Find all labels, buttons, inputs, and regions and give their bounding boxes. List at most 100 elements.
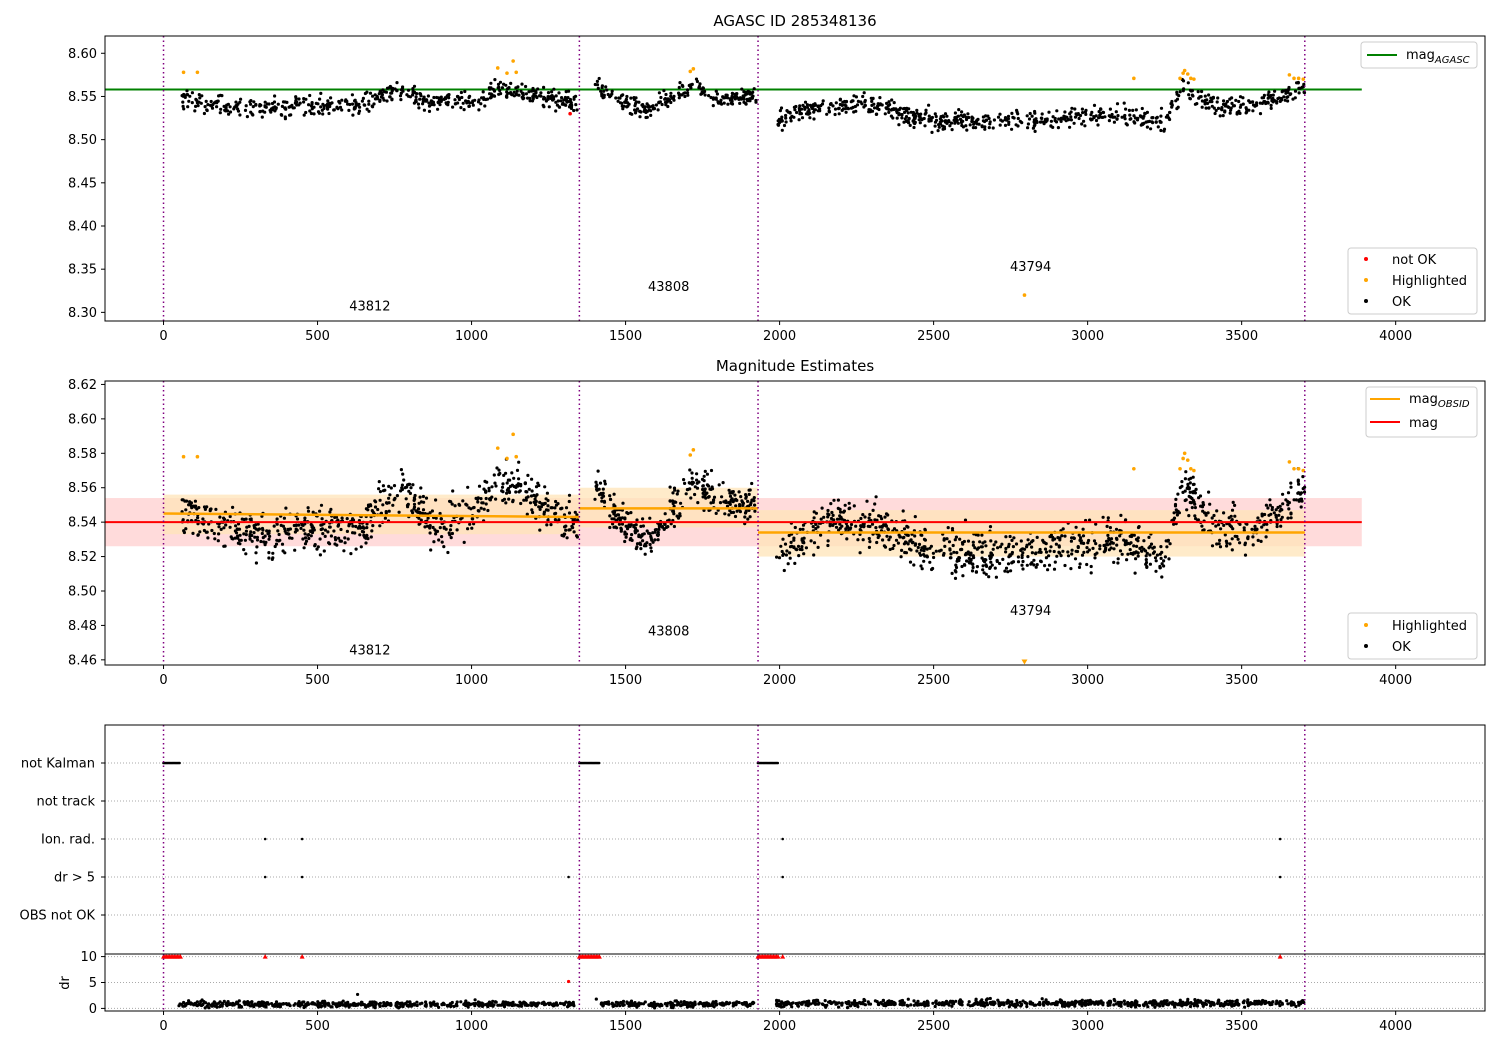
ok-point <box>530 508 534 512</box>
ok-point <box>318 1001 322 1006</box>
ok-point <box>1076 1000 1080 1004</box>
ok-point <box>781 537 785 541</box>
ok-point <box>1007 122 1011 126</box>
ok-point <box>1214 524 1218 528</box>
ok-point <box>1020 563 1024 567</box>
ok-point <box>559 507 563 511</box>
ok-point <box>203 105 207 109</box>
ok-point <box>1011 560 1016 564</box>
ok-point <box>599 89 603 93</box>
ok-point <box>567 511 572 515</box>
ok-point <box>190 91 194 95</box>
x-tick-label: 0 <box>159 329 167 344</box>
ok-point <box>234 100 238 104</box>
ok-point <box>1295 81 1299 85</box>
ok-point <box>1087 548 1091 552</box>
ok-point <box>625 1000 629 1004</box>
ok-point <box>378 524 382 528</box>
ok-point <box>534 485 539 489</box>
ok-point <box>449 524 453 528</box>
ok-point <box>828 524 832 528</box>
ok-point <box>1262 93 1266 97</box>
ok-point <box>448 499 452 503</box>
ok-point <box>1026 538 1030 542</box>
ok-point <box>423 525 427 529</box>
ok-point <box>803 100 808 104</box>
ok-point <box>655 1002 660 1007</box>
ok-point <box>796 1001 800 1005</box>
ok-point <box>988 996 992 1001</box>
ok-point <box>342 549 346 553</box>
ok-point <box>679 501 683 505</box>
ok-point <box>302 100 306 104</box>
ok-point <box>358 533 362 537</box>
ok-point <box>1057 550 1061 554</box>
ok-point <box>796 544 801 549</box>
ok-point <box>1038 547 1042 552</box>
ok-point <box>1171 1000 1175 1004</box>
ok-point <box>493 481 497 485</box>
ok-point <box>959 548 963 552</box>
ok-point <box>743 93 747 97</box>
ok-point <box>641 105 645 109</box>
ok-point <box>185 93 190 97</box>
ok-point <box>348 102 352 107</box>
ok-point <box>494 484 498 488</box>
ok-point <box>263 534 267 538</box>
ok-point <box>819 533 823 537</box>
ok-point <box>678 81 682 85</box>
obsid-label: 43808 <box>648 280 689 295</box>
ok-point <box>930 115 935 120</box>
ok-point <box>515 89 519 93</box>
ok-point <box>744 496 748 500</box>
ok-point <box>572 97 576 101</box>
ok-point <box>660 525 665 529</box>
ok-point <box>341 1003 345 1007</box>
ok-point <box>281 100 286 104</box>
ok-point <box>834 101 838 105</box>
ok-point <box>1133 121 1137 125</box>
ok-point <box>630 112 634 116</box>
ok-point <box>1032 120 1036 124</box>
ok-point <box>671 509 676 514</box>
ok-point <box>1212 106 1216 110</box>
ok-point <box>1221 1004 1226 1008</box>
ok-point <box>1046 568 1050 572</box>
ok-point <box>369 535 373 539</box>
ok-point <box>1080 107 1084 111</box>
ok-point <box>499 1003 503 1007</box>
ok-point <box>992 118 997 122</box>
ok-point <box>707 94 711 98</box>
ok-point <box>922 559 926 563</box>
ok-point <box>908 539 912 543</box>
ok-point <box>1129 117 1133 121</box>
ok-point <box>1069 115 1073 119</box>
ok-point <box>519 1004 524 1008</box>
ok-point <box>1193 514 1197 518</box>
ok-point <box>1122 101 1126 105</box>
ok-point <box>1094 542 1098 546</box>
ok-point <box>698 82 702 86</box>
ok-point <box>660 102 664 107</box>
ok-point <box>439 99 443 103</box>
ok-point <box>517 460 521 464</box>
ok-point <box>845 525 850 529</box>
ok-point <box>686 91 690 95</box>
ok-point <box>388 95 392 99</box>
ok-point <box>1190 506 1194 510</box>
ok-point <box>1120 552 1124 556</box>
highlighted-point <box>1182 68 1187 73</box>
ok-point <box>188 94 192 98</box>
ok-point <box>886 528 891 532</box>
ok-point <box>669 94 673 98</box>
ok-point <box>627 523 631 527</box>
ok-point <box>1300 999 1304 1003</box>
ok-point <box>1284 498 1288 502</box>
ok-point <box>1136 551 1140 555</box>
ok-point <box>870 103 874 107</box>
ok-point <box>527 487 531 491</box>
ok-point <box>354 547 358 551</box>
ok-point <box>840 1003 844 1007</box>
ok-point <box>1197 96 1201 100</box>
ok-point <box>1103 547 1108 551</box>
